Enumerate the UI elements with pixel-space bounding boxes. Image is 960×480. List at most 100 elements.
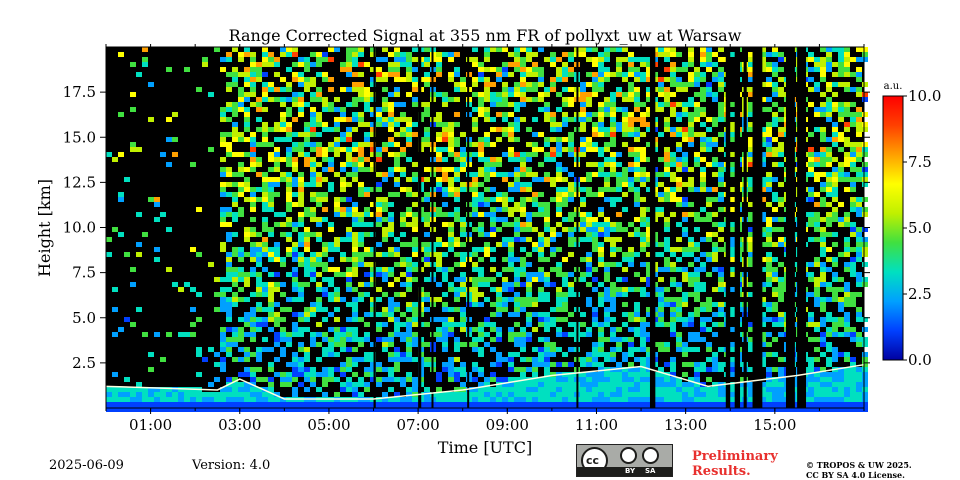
heatmap-cell — [670, 262, 676, 267]
heatmap-cell — [520, 187, 526, 192]
heatmap-cell — [280, 377, 286, 382]
heatmap-cell — [322, 217, 328, 222]
heatmap-cell — [226, 147, 232, 152]
heatmap-cell — [508, 237, 514, 242]
heatmap-cell — [472, 197, 478, 202]
heatmap-cell — [658, 172, 664, 177]
heatmap-cell — [850, 157, 856, 162]
heatmap-cell — [628, 382, 634, 387]
heatmap-cell — [286, 67, 292, 72]
heatmap-cell — [694, 72, 700, 77]
heatmap-cell — [244, 67, 250, 72]
heatmap-cell — [442, 137, 448, 142]
heatmap-cell — [538, 92, 544, 97]
heatmap-cell — [226, 257, 232, 262]
heatmap-cell — [718, 222, 724, 227]
heatmap-cell — [112, 287, 118, 292]
heatmap-cell — [268, 397, 274, 402]
heatmap-cell — [448, 137, 454, 142]
heatmap-cell — [820, 407, 826, 412]
heatmap-cell — [550, 282, 556, 287]
heatmap-cell — [622, 127, 628, 132]
heatmap-cell — [832, 232, 838, 237]
heatmap-cell — [298, 242, 304, 247]
heatmap-cell — [352, 162, 358, 167]
heatmap-cell — [508, 137, 514, 142]
heatmap-cell — [394, 407, 400, 412]
heatmap-cell — [304, 157, 310, 162]
heatmap-cell — [850, 57, 856, 62]
heatmap-cell — [310, 127, 316, 132]
heatmap-cell — [340, 207, 346, 212]
heatmap-cell — [646, 352, 652, 357]
y-axis: 2.55.07.510.012.515.017.5 — [63, 83, 870, 372]
heatmap-cell — [700, 252, 706, 257]
heatmap-cell — [814, 212, 820, 217]
heatmap-cell — [190, 307, 196, 312]
heatmap-cell — [634, 312, 640, 317]
heatmap-cell — [436, 387, 442, 392]
heatmap-cell — [292, 162, 298, 167]
heatmap-cell — [328, 127, 334, 132]
y-tick-label: 12.5 — [63, 173, 96, 191]
colorbar-tick-label: 7.5 — [908, 153, 932, 171]
heatmap-cell — [682, 247, 688, 252]
heatmap-cell — [220, 347, 226, 352]
heatmap-cell — [292, 387, 298, 392]
heatmap-cell — [136, 252, 142, 257]
heatmap-cell — [664, 402, 670, 407]
heatmap-cell — [694, 372, 700, 377]
heatmap-cell — [826, 82, 832, 87]
heatmap-cell — [298, 297, 304, 302]
heatmap-cell — [514, 352, 520, 357]
heatmap-cell — [274, 257, 280, 262]
heatmap-cell — [748, 382, 754, 387]
heatmap-cell — [148, 352, 154, 357]
heatmap-cell — [340, 117, 346, 122]
heatmap-cell — [262, 137, 268, 142]
heatmap-cell — [484, 322, 490, 327]
heatmap-cell — [766, 242, 772, 247]
heatmap-cell — [808, 87, 814, 92]
heatmap-cell — [304, 137, 310, 142]
heatmap-cell — [730, 127, 736, 132]
heatmap-cell — [844, 332, 850, 337]
heatmap-cell — [634, 107, 640, 112]
heatmap-cell — [424, 387, 430, 392]
heatmap-cell — [292, 227, 298, 232]
heatmap-cell — [220, 242, 226, 247]
heatmap-cell — [136, 397, 142, 402]
heatmap-cell — [778, 367, 784, 372]
heatmap-cell — [688, 237, 694, 242]
heatmap-cell — [244, 332, 250, 337]
heatmap-cell — [238, 52, 244, 57]
heatmap-cell — [748, 292, 754, 297]
heatmap-cell — [634, 92, 640, 97]
heatmap-cell — [670, 407, 676, 412]
heatmap-cell — [772, 112, 778, 117]
heatmap-cell — [754, 407, 760, 412]
heatmap-cell — [550, 387, 556, 392]
heatmap-cell — [580, 322, 586, 327]
heatmap-cell — [586, 57, 592, 62]
heatmap-cell — [478, 172, 484, 177]
heatmap-cell — [694, 397, 700, 402]
colorbar-tick-label: 5.0 — [908, 219, 932, 237]
heatmap-cell — [586, 262, 592, 267]
heatmap-cell — [286, 147, 292, 152]
heatmap-cell — [454, 367, 460, 372]
heatmap-cell — [538, 267, 544, 272]
heatmap-cell — [838, 317, 844, 322]
heatmap-cell — [106, 237, 112, 242]
heatmap-cell — [634, 252, 640, 257]
heatmap-cell — [688, 97, 694, 102]
heatmap-cell — [220, 57, 226, 62]
heatmap-cell — [760, 107, 766, 112]
heatmap-cell — [130, 62, 136, 67]
heatmap-cell — [262, 397, 268, 402]
heatmap-cell — [322, 72, 328, 77]
heatmap-cell — [460, 82, 466, 87]
colorbar: a.u. 0.02.55.07.510.0 — [882, 81, 941, 369]
heatmap-cell — [454, 357, 460, 362]
heatmap-cell — [448, 147, 454, 152]
